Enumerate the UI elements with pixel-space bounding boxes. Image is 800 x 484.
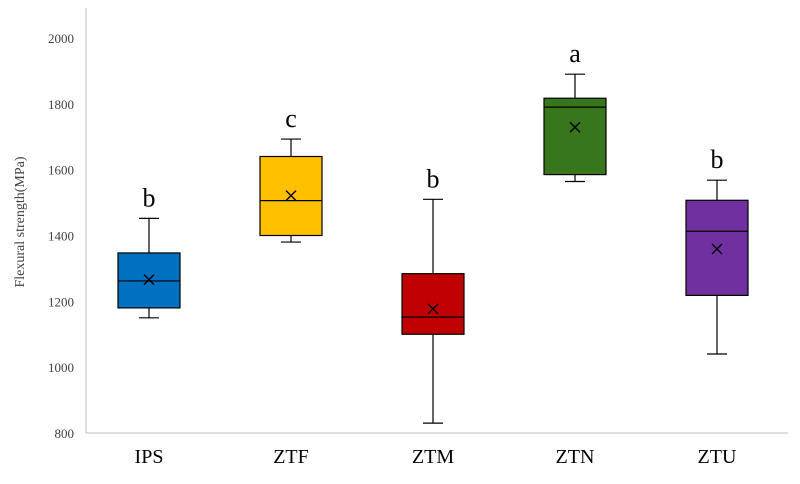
significance-letter: c	[285, 104, 297, 133]
iqr-box	[543, 97, 607, 176]
box-ztn: a ZTN	[543, 39, 607, 468]
significance-letter: b	[143, 183, 156, 212]
box-series: b IPS c ZTF b ZTM a ZTN b ZTU	[117, 39, 749, 468]
y-tick-label: 1200	[48, 294, 74, 309]
x-category-label: IPS	[135, 446, 164, 468]
mean-marker	[427, 303, 439, 315]
y-axis-title: Flexural strength(MPa)	[13, 156, 28, 287]
y-tick-label: 2000	[48, 31, 74, 46]
y-tick-label: 800	[55, 426, 75, 441]
y-tick-label: 1600	[48, 163, 74, 178]
y-tick-labels: 800 1000 1200 1400 1600 1800 2000	[48, 31, 74, 441]
x-category-label: ZTU	[698, 446, 737, 468]
significance-letter: b	[427, 164, 440, 193]
significance-letter: b	[711, 145, 724, 174]
mean-marker	[143, 274, 155, 286]
box-ztf: c ZTF	[259, 104, 323, 468]
x-category-label: ZTM	[412, 446, 454, 468]
iqr-box	[401, 273, 465, 335]
mean-marker	[711, 243, 723, 255]
x-category-label: ZTN	[556, 446, 595, 468]
mean-marker	[285, 190, 297, 202]
y-tick-label: 1000	[48, 360, 74, 375]
iqr-box	[685, 199, 749, 297]
box-ztu: b ZTU	[685, 145, 749, 468]
box-ips: b IPS	[117, 183, 181, 468]
x-category-label: ZTF	[273, 446, 309, 468]
box-ztm: b ZTM	[401, 164, 465, 468]
y-tick-label: 1800	[48, 97, 74, 112]
y-tick-label: 1400	[48, 229, 74, 244]
mean-marker	[569, 121, 581, 133]
significance-letter: a	[569, 39, 581, 68]
